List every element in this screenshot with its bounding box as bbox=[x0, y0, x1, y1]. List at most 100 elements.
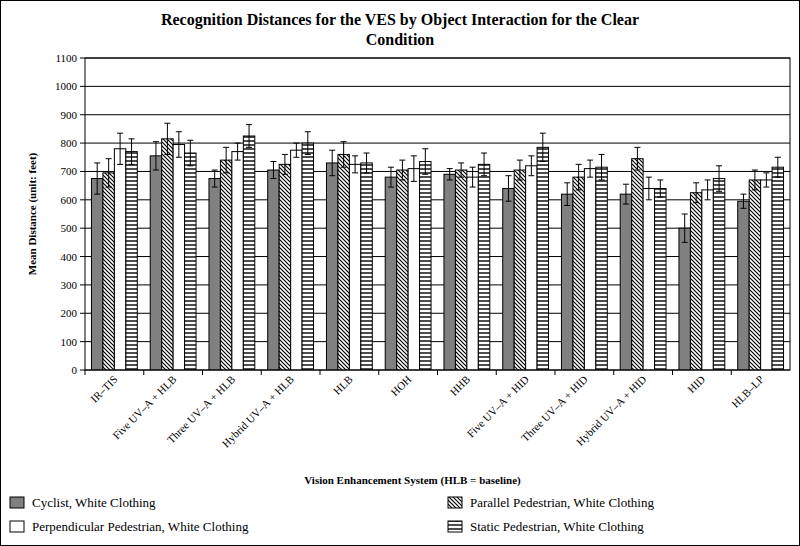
error-cap bbox=[763, 187, 769, 188]
x-tick bbox=[378, 370, 379, 375]
bar bbox=[503, 188, 514, 370]
bar bbox=[620, 194, 631, 370]
error-cap bbox=[576, 164, 582, 165]
error-stem bbox=[508, 176, 509, 202]
y-tick-label: 800 bbox=[61, 137, 78, 149]
error-cap bbox=[129, 138, 135, 139]
legend-label: Cyclist, White Clothing bbox=[32, 495, 156, 510]
bar bbox=[679, 228, 690, 370]
error-stem bbox=[226, 147, 227, 173]
error-stem bbox=[648, 177, 649, 200]
bar bbox=[478, 164, 489, 370]
error-cap bbox=[352, 155, 358, 156]
bar bbox=[126, 152, 137, 370]
bar bbox=[185, 153, 196, 370]
error-cap bbox=[293, 157, 299, 158]
bar bbox=[467, 177, 478, 370]
error-stem bbox=[707, 180, 708, 200]
error-stem bbox=[249, 125, 250, 148]
bar bbox=[761, 180, 772, 370]
error-stem bbox=[390, 167, 391, 187]
bar bbox=[514, 170, 525, 370]
error-cap bbox=[716, 191, 722, 192]
error-cap bbox=[388, 167, 394, 168]
legend: Cyclist, White ClothingParallel Pedestri… bbox=[10, 495, 654, 534]
error-stem bbox=[754, 170, 755, 190]
error-bar bbox=[94, 163, 100, 194]
error-cap bbox=[693, 182, 699, 183]
bar bbox=[338, 154, 349, 370]
error-bar bbox=[540, 133, 546, 161]
error-cap bbox=[634, 147, 640, 148]
x-tick-label: Hybrid UV–A + HID bbox=[574, 373, 649, 448]
x-tick-label: HLB–LP bbox=[729, 373, 766, 410]
error-stem bbox=[402, 160, 403, 180]
bar bbox=[91, 179, 102, 370]
error-cap bbox=[329, 150, 335, 151]
error-stem bbox=[413, 156, 414, 182]
error-bar bbox=[682, 214, 688, 242]
error-bar bbox=[329, 150, 335, 176]
error-bar bbox=[447, 169, 453, 180]
bar bbox=[749, 180, 760, 370]
error-cap bbox=[505, 175, 511, 176]
error-cap bbox=[634, 170, 640, 171]
x-tick bbox=[85, 370, 86, 375]
y-tick-label: 700 bbox=[61, 165, 78, 177]
bar bbox=[690, 193, 701, 370]
error-bar bbox=[293, 143, 299, 157]
error-cap bbox=[106, 158, 112, 159]
error-cap bbox=[176, 157, 182, 158]
error-stem bbox=[542, 133, 543, 161]
error-stem bbox=[696, 183, 697, 203]
error-stem bbox=[637, 147, 638, 170]
error-cap bbox=[411, 155, 417, 156]
bar bbox=[596, 167, 607, 370]
error-bar bbox=[528, 156, 534, 176]
error-stem bbox=[777, 157, 778, 177]
x-tick bbox=[437, 370, 438, 375]
error-bar bbox=[153, 142, 159, 170]
x-tick-label: IR–TIS bbox=[88, 373, 120, 405]
error-bar bbox=[305, 132, 311, 155]
bar bbox=[173, 145, 184, 370]
bar bbox=[114, 149, 125, 370]
y-tick bbox=[80, 86, 85, 87]
error-cap bbox=[540, 161, 546, 162]
bar bbox=[150, 156, 161, 370]
y-tick-label: 0 bbox=[72, 364, 78, 376]
error-cap bbox=[693, 202, 699, 203]
y-tick bbox=[80, 171, 85, 172]
error-cap bbox=[623, 204, 629, 205]
error-cap bbox=[117, 133, 123, 134]
error-cap bbox=[470, 187, 476, 188]
grid-line bbox=[85, 86, 790, 87]
x-tick bbox=[143, 370, 144, 375]
error-bar bbox=[587, 160, 593, 177]
error-cap bbox=[705, 199, 711, 200]
bar bbox=[561, 194, 572, 370]
legend-swatch bbox=[448, 497, 462, 508]
legend-swatch bbox=[10, 521, 24, 532]
error-bar bbox=[576, 164, 582, 190]
bar bbox=[444, 174, 455, 370]
bar bbox=[385, 177, 396, 370]
error-bar bbox=[117, 133, 123, 164]
y-tick bbox=[80, 143, 85, 144]
x-tick-label: HOH bbox=[388, 373, 413, 398]
bar bbox=[279, 164, 290, 370]
error-bar bbox=[223, 147, 229, 173]
error-stem bbox=[719, 166, 720, 192]
error-stem bbox=[296, 143, 297, 157]
error-cap bbox=[329, 175, 335, 176]
error-cap bbox=[94, 162, 100, 163]
x-axis-label: Vision Enhancement System (HLB = baselin… bbox=[304, 474, 521, 487]
error-cap bbox=[223, 172, 229, 173]
error-cap bbox=[153, 141, 159, 142]
y-tick-label: 600 bbox=[61, 194, 78, 206]
error-cap bbox=[646, 177, 652, 178]
error-bar bbox=[693, 183, 699, 203]
error-cap bbox=[458, 162, 464, 163]
x-tick bbox=[261, 370, 262, 375]
error-cap bbox=[246, 124, 252, 125]
